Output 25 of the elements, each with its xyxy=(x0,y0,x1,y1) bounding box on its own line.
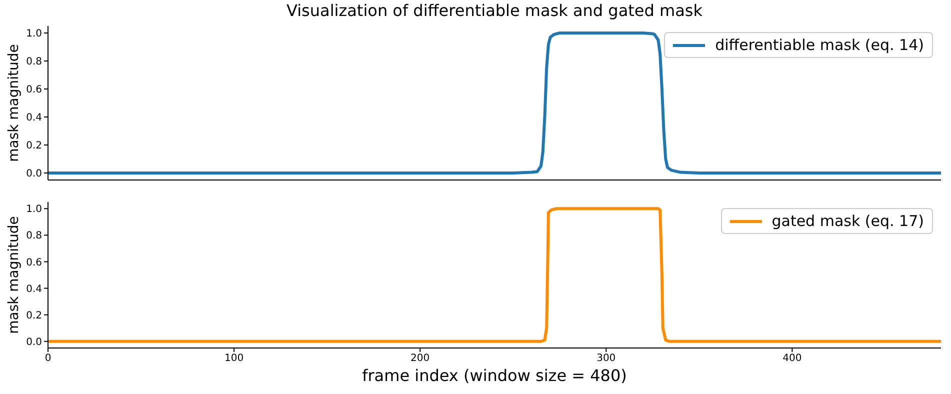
legend-label: differentiable mask (eq. 14) xyxy=(715,36,924,54)
x-axis-title: frame index (window size = 480) xyxy=(361,366,628,385)
y-axis-title: mask magnitude xyxy=(6,44,22,162)
y-tick-label: 1.0 xyxy=(26,204,42,216)
y-tick-label: 0.0 xyxy=(26,168,42,180)
y-tick-label: 0.2 xyxy=(26,140,42,152)
y-tick-label: 0.4 xyxy=(26,112,42,124)
line-series xyxy=(48,32,941,174)
x-tick-label: 400 xyxy=(782,353,802,364)
x-tick-label: 0 xyxy=(44,353,52,364)
x-tick-label: 300 xyxy=(596,353,616,364)
x-tick-label: 100 xyxy=(224,353,244,364)
y-tick-label: 0.8 xyxy=(26,56,42,68)
chart-title: Visualization of differentiable mask and gated mask xyxy=(286,0,704,22)
y-tick-label: 1.0 xyxy=(26,28,42,40)
y-axis-title: mask magnitude xyxy=(6,216,22,334)
legend-label: gated mask (eq. 17) xyxy=(772,212,924,230)
y-tick-label: 0.2 xyxy=(26,310,42,322)
x-tick-label: 200 xyxy=(410,353,430,364)
line-series xyxy=(48,207,941,343)
y-tick-label: 0.6 xyxy=(26,257,42,268)
y-tick-label: 0.8 xyxy=(26,230,42,242)
y-tick-label: 0.0 xyxy=(26,336,42,348)
y-tick-label: 0.4 xyxy=(26,284,42,295)
y-tick-label: 0.6 xyxy=(26,84,42,96)
